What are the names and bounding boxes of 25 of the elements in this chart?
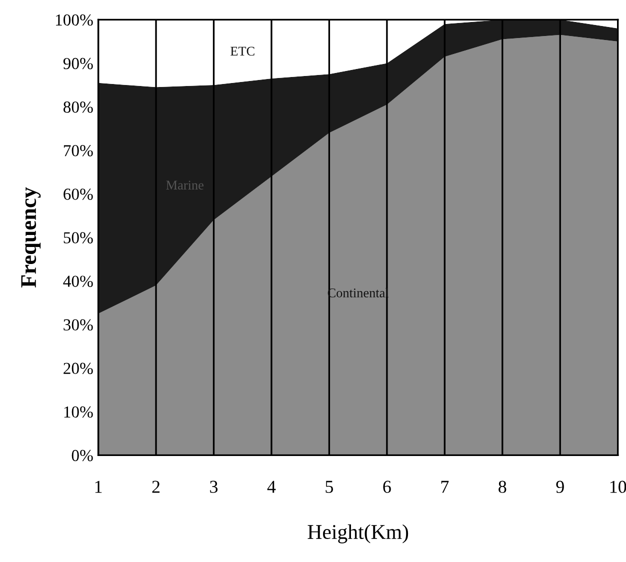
y-tick-label: 30% [64,319,93,331]
y-tick-label: 20% [64,362,93,374]
x-tick-label: 9 [556,480,564,493]
y-tick-label: 100% [56,14,93,26]
series-label: ETC [230,46,254,56]
y-tick-label: 90% [63,58,93,70]
x-axis-title: Height(Km) [308,524,408,544]
y-tick-label: 60% [64,188,93,200]
y-tick-label: 70% [64,145,93,156]
y-tick-label: 50% [64,232,93,244]
x-tick-label: 6 [383,480,391,493]
y-tick-label: 10% [64,406,93,418]
x-tick-label: 1 [95,480,102,493]
x-tick-label: 10 [610,480,626,493]
x-tick-label: 2 [152,480,160,493]
x-tick-label: 3 [210,480,218,493]
series-label: Marine [166,180,204,190]
x-tick-label: 5 [326,480,334,493]
x-tick-label: 8 [498,480,506,493]
y-axis-title: Frequency [21,187,41,288]
y-tick-label: 80% [64,101,93,113]
y-tick-label: 40% [63,276,93,287]
x-tick-label: 7 [441,480,449,493]
y-tick-label: 0% [72,450,93,462]
x-tick-label: 4 [267,480,276,493]
